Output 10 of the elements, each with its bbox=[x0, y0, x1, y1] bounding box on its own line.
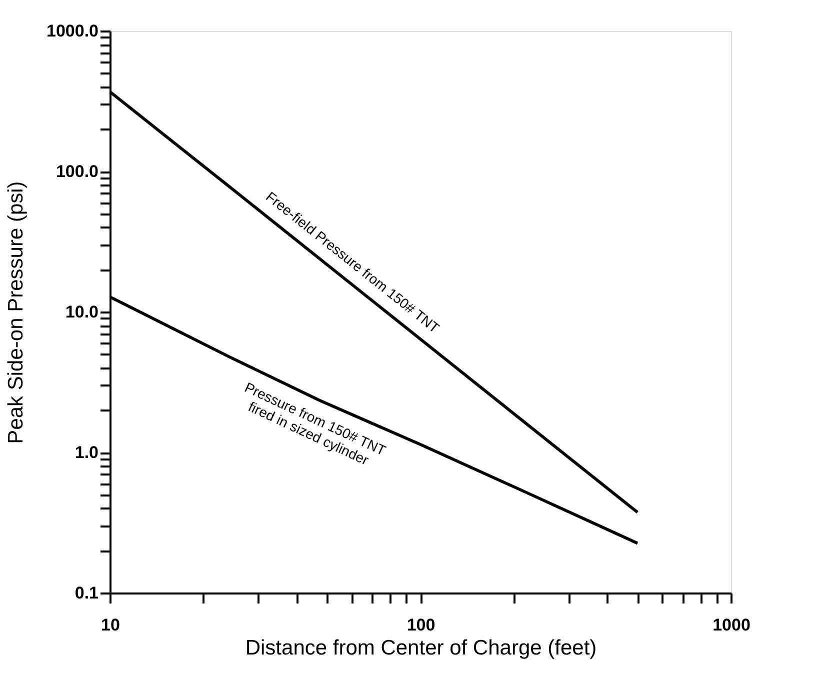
x-tick-label: 1000 bbox=[712, 616, 750, 634]
x-axis-title: Distance from Center of Charge (feet) bbox=[245, 636, 597, 660]
x-tick-label: 10 bbox=[101, 616, 120, 634]
y-axis-title: Peak Side-on Pressure (psi) bbox=[4, 181, 28, 444]
y-tick-label: 0.1 bbox=[74, 584, 98, 602]
x-tick-label: 100 bbox=[406, 616, 436, 634]
y-tick-label: 1000.0 bbox=[46, 22, 98, 40]
y-tick-label: 1.0 bbox=[74, 443, 98, 462]
y-tick-label: 10.0 bbox=[65, 302, 98, 322]
y-tick-label: 100.0 bbox=[56, 162, 98, 181]
